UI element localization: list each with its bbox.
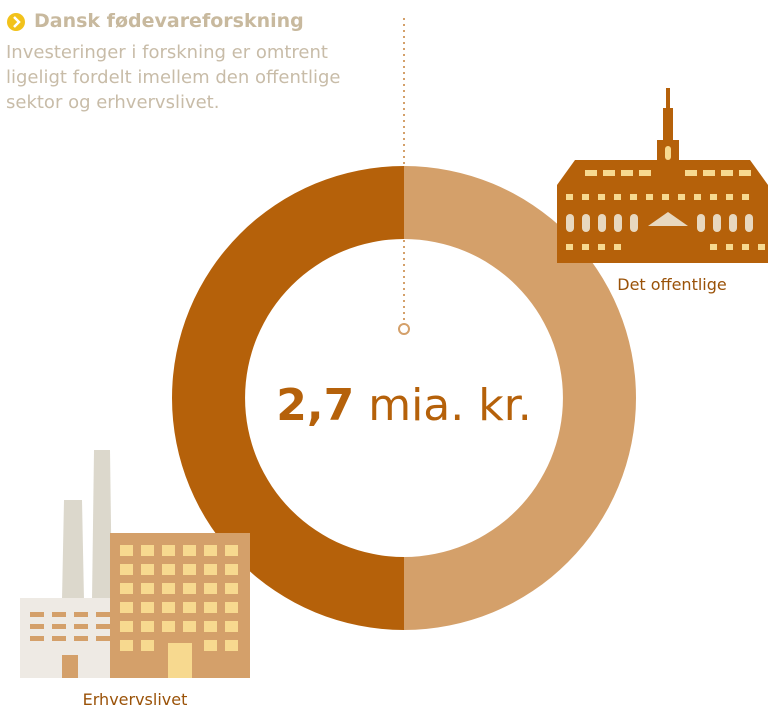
center-unit: mia. kr. <box>368 380 532 431</box>
donut-segment <box>404 166 636 630</box>
center-value: 2,7 <box>276 380 354 431</box>
public-building-icon <box>557 88 768 263</box>
donut <box>172 166 636 630</box>
business-building-icon <box>20 450 250 678</box>
subtitle: Investeringer i forskning er omtrent lig… <box>6 42 341 113</box>
donut-segment <box>172 166 404 630</box>
center-label: 2,7 mia. kr. <box>276 380 532 431</box>
title-icon <box>7 13 25 31</box>
title-icon-arrow <box>13 16 21 28</box>
pointer-dot <box>398 323 410 335</box>
title: Dansk fødevareforskning <box>34 10 304 32</box>
legend-label: Det offentlige <box>617 275 726 294</box>
legend-label: Erhvervslivet <box>83 690 188 709</box>
